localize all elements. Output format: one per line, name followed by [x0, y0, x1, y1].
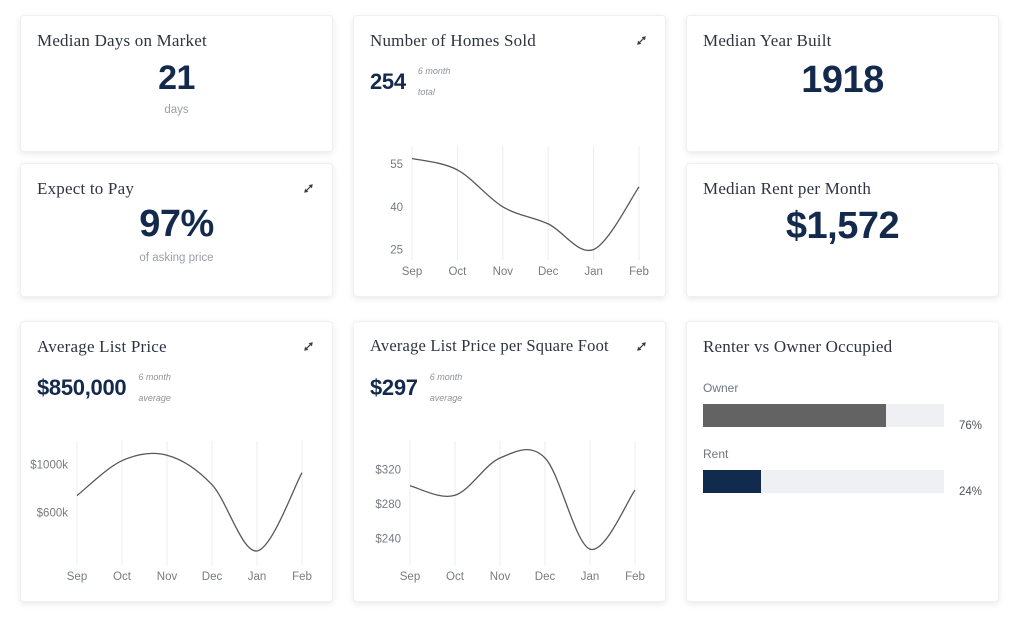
median-days-value: 21	[158, 59, 195, 98]
svg-text:Feb: Feb	[629, 266, 649, 278]
svg-text:Oct: Oct	[446, 571, 465, 583]
svg-text:$1000k: $1000k	[30, 459, 68, 471]
svg-text:Sep: Sep	[67, 571, 87, 583]
stat-note-period: 6 month	[417, 66, 451, 77]
svg-text:25: 25	[390, 245, 403, 257]
owner-bar-group: Owner 76%	[703, 381, 982, 432]
card-title: Median Days on Market	[37, 31, 207, 50]
rent-bar-track	[703, 470, 944, 494]
stat-note-period: 6 month	[138, 372, 171, 383]
svg-text:55: 55	[390, 159, 403, 171]
card-title: Average List Price per Square Foot	[370, 336, 609, 355]
card-title: Number of Homes Sold	[370, 31, 536, 50]
card-title: Median Rent per Month	[703, 179, 872, 198]
svg-text:Dec: Dec	[202, 571, 223, 583]
card-title: Renter vs Owner Occupied	[703, 337, 893, 356]
owner-label: Owner	[703, 381, 739, 396]
median-rent-value: $1,572	[785, 205, 900, 248]
expand-icon[interactable]	[634, 339, 649, 354]
svg-text:Jan: Jan	[584, 266, 603, 278]
card-median-days-on-market: Median Days on Market 21 days	[20, 15, 333, 152]
median-year-built-value: 1918	[801, 59, 884, 102]
svg-text:40: 40	[390, 202, 403, 214]
rent-bar-fill	[703, 470, 761, 494]
svg-text:Sep: Sep	[402, 266, 422, 278]
avg-list-price-chart[interactable]: $1000k $600k Sep Oct Nov Dec Jan Feb	[30, 437, 316, 587]
owner-bar-track	[703, 404, 944, 428]
card-title: Expect to Pay	[37, 179, 135, 198]
expect-to-pay-unit: of asking price	[139, 252, 214, 265]
card-title: Median Year Built	[703, 31, 832, 50]
svg-text:Feb: Feb	[625, 571, 645, 583]
owner-pct-label: 76%	[958, 420, 982, 433]
expand-icon[interactable]	[634, 33, 649, 48]
rent-bar-group: Rent 24%	[703, 447, 982, 498]
homes-sold-total: 254	[370, 69, 406, 95]
price-per-sqft-value: $297	[370, 374, 418, 400]
card-renter-vs-owner: Renter vs Owner Occupied Owner 76% Rent …	[686, 321, 999, 602]
svg-text:Nov: Nov	[493, 266, 514, 278]
avg-list-price-value: $850,000	[37, 375, 127, 401]
card-avg-list-price: Average List Price $850,000 6 month aver…	[20, 321, 333, 602]
stat-note-period: 6 month	[429, 371, 463, 382]
svg-text:$280: $280	[375, 499, 401, 511]
svg-text:Jan: Jan	[581, 571, 600, 583]
svg-text:Feb: Feb	[292, 571, 312, 583]
expand-icon[interactable]	[301, 181, 316, 196]
card-expect-to-pay: Expect to Pay 97% of asking price	[20, 163, 333, 297]
svg-text:Oct: Oct	[448, 266, 467, 278]
svg-text:Oct: Oct	[113, 571, 132, 583]
stat-note-kind: average	[429, 392, 463, 403]
card-price-per-sqft: Average List Price per Square Foot $297 …	[353, 321, 666, 602]
median-days-unit: days	[164, 103, 189, 116]
card-median-rent: Median Rent per Month $1,572	[686, 163, 999, 297]
svg-text:Jan: Jan	[248, 571, 267, 583]
svg-text:$320: $320	[375, 464, 401, 476]
svg-text:Sep: Sep	[400, 571, 420, 583]
homes-sold-chart[interactable]: 55 40 25 Sep Oct Nov Dec Jan Feb	[370, 142, 649, 282]
svg-text:Nov: Nov	[490, 571, 511, 583]
stat-note-kind: average	[138, 393, 171, 404]
price-per-sqft-chart[interactable]: $320 $280 $240 Sep Oct Nov Dec Jan Feb	[370, 437, 649, 587]
card-title: Average List Price	[37, 337, 167, 356]
rent-label: Rent	[703, 447, 729, 462]
card-median-year-built: Median Year Built 1918	[686, 15, 999, 152]
svg-text:$600k: $600k	[37, 507, 69, 519]
svg-text:$240: $240	[375, 534, 401, 546]
owner-bar-fill	[703, 404, 887, 428]
card-homes-sold: Number of Homes Sold 254 6 month total 5…	[353, 15, 666, 297]
expect-to-pay-value: 97%	[139, 203, 214, 246]
expand-icon[interactable]	[301, 339, 316, 354]
svg-text:Dec: Dec	[538, 266, 559, 278]
svg-text:Dec: Dec	[535, 571, 556, 583]
svg-text:Nov: Nov	[157, 571, 178, 583]
rent-pct-label: 24%	[958, 486, 982, 499]
stat-note-kind: total	[417, 87, 435, 98]
